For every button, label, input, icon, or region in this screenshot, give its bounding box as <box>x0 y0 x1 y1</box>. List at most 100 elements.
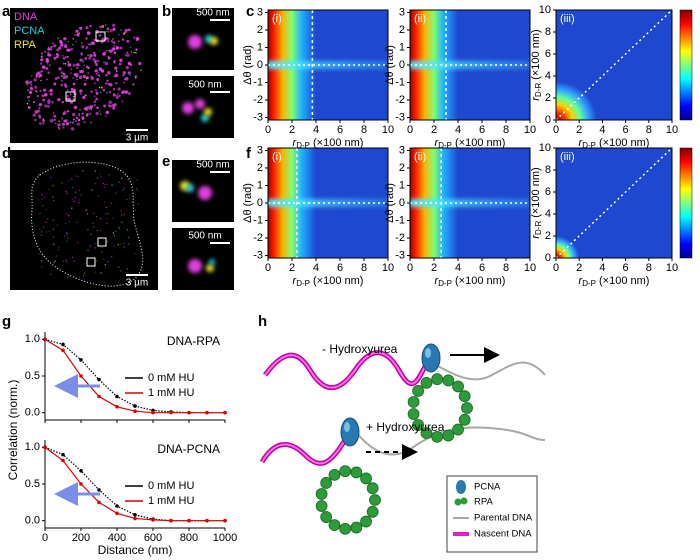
signal-dot <box>126 39 130 43</box>
condition-label: - Hydroxyurea <box>322 342 398 356</box>
signal-dot <box>66 109 70 113</box>
signal-dot <box>81 70 85 73</box>
signal-dot <box>45 208 48 211</box>
data-point <box>43 445 47 450</box>
x-tick-label: 2 <box>576 124 582 136</box>
signal-dot <box>107 71 111 75</box>
signal-dot <box>60 71 64 75</box>
signal-dot <box>94 69 98 73</box>
signal-dot <box>112 23 116 27</box>
subpanel-label: (ii) <box>414 13 426 25</box>
data-point <box>151 410 155 415</box>
signal-dot <box>105 110 110 115</box>
signal-dot <box>86 106 91 110</box>
signal-dot <box>57 76 60 79</box>
signal-dot <box>90 233 92 236</box>
signal-dot <box>126 229 129 231</box>
signal-dot <box>79 26 83 30</box>
signal-dot <box>138 61 142 66</box>
signal-dot <box>82 170 84 172</box>
signal-dot <box>123 32 126 34</box>
signal-dot <box>57 126 60 129</box>
signal-dot <box>56 224 59 226</box>
legend-label: Nascent DNA <box>474 529 532 540</box>
signal-dot <box>49 92 53 96</box>
rpa-unit <box>339 465 352 478</box>
data-point <box>115 511 119 516</box>
signal-dot <box>50 273 52 276</box>
axis-label: rD-P (×100 nm) <box>435 275 506 288</box>
y-tick-label: 0.5 <box>25 370 40 382</box>
signal-dot <box>113 61 116 64</box>
signal-dot <box>100 69 105 73</box>
data-point <box>187 410 191 415</box>
signal-dot <box>77 242 79 244</box>
signal-blob <box>204 108 212 116</box>
signal-dot <box>65 261 68 263</box>
signal-dot <box>86 213 89 215</box>
image-d <box>10 150 158 290</box>
signal-dot <box>117 40 120 43</box>
signal-dot <box>99 218 102 220</box>
signal-dot <box>49 48 53 51</box>
signal-dot <box>99 113 102 115</box>
x-tick-label: 4 <box>599 262 605 274</box>
rpa-unit <box>350 466 363 479</box>
signal-dot <box>36 72 39 75</box>
data-point <box>79 469 83 473</box>
legend-rpa <box>460 497 468 505</box>
data-point <box>61 458 65 463</box>
signal-dot <box>95 72 98 75</box>
signal-dot <box>107 40 110 43</box>
signal-dot <box>64 63 67 65</box>
signal-dot <box>111 47 116 51</box>
legend-label: 1 mM HU <box>148 387 195 399</box>
signal-dot <box>62 75 66 80</box>
pcna <box>340 417 360 447</box>
rpa-unit <box>320 511 333 523</box>
microscopy-signal <box>25 23 218 279</box>
signal-dot <box>66 55 69 58</box>
signal-dot <box>135 77 137 79</box>
roi-box <box>65 91 76 102</box>
signal-dot <box>85 108 88 111</box>
signal-dot <box>104 264 107 266</box>
signal-dot <box>113 234 116 237</box>
signal-dot <box>113 75 116 78</box>
signal-dot <box>40 234 43 236</box>
signal-dot <box>127 179 129 181</box>
signal-dot <box>67 60 70 63</box>
signal-dot <box>111 104 115 107</box>
signal-dot <box>38 107 41 109</box>
signal-dot <box>118 266 120 268</box>
signal-dot <box>119 243 122 246</box>
x-tick-label: 0 <box>553 124 559 136</box>
signal-dot <box>27 89 29 91</box>
signal-dot <box>64 45 68 49</box>
signal-dot <box>40 260 43 262</box>
signal-blob <box>188 259 202 273</box>
data-point <box>79 482 83 486</box>
signal-dot <box>85 45 89 49</box>
signal-dot <box>82 68 84 70</box>
signal-dot <box>57 248 60 251</box>
axis-label: rD-P (×100 nm) <box>435 137 506 150</box>
rpa-unit <box>442 374 455 387</box>
signal-dot <box>66 192 68 195</box>
signal-dot <box>41 198 43 200</box>
signal-dot <box>72 44 74 46</box>
signal-dot <box>94 89 98 92</box>
data-point <box>187 518 191 523</box>
signal-dot <box>111 217 114 220</box>
signal-dot <box>41 52 44 55</box>
signal-dot <box>93 51 96 55</box>
signal-dot <box>97 195 100 197</box>
signal-dot <box>64 119 68 123</box>
data-point <box>151 518 155 522</box>
data-point <box>115 504 119 508</box>
x-tick-label: 4 <box>455 124 461 136</box>
rpa-unit <box>350 521 363 534</box>
signal-dot <box>34 89 37 92</box>
signal-dot <box>128 236 130 239</box>
signal-dot <box>72 63 76 67</box>
